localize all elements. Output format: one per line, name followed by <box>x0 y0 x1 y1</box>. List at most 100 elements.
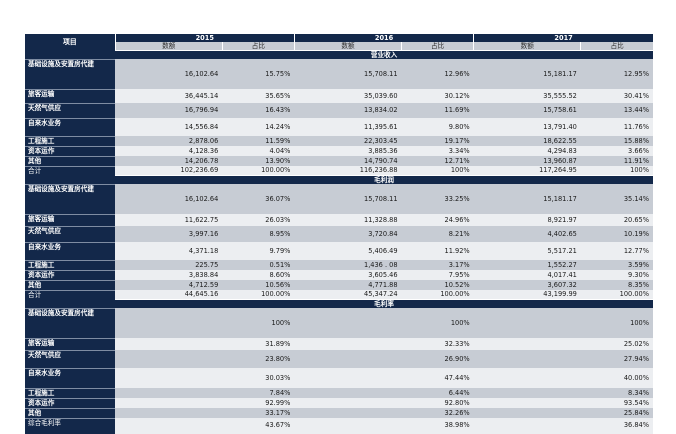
year-header-2017: 2017 <box>473 34 653 42</box>
financial-table: 项目 2015 2016 2017 数额 占比 数额 占比 数额 占比 营业收入… <box>25 34 653 434</box>
value-cell: 2,878.06 <box>115 136 223 146</box>
share-subheader: 占比 <box>401 42 474 51</box>
table-row: 工程施工 225.75 0.51% 1,436 . 08 3.17% 1,552.27 3.… <box>25 259 653 270</box>
value-cell <box>294 308 402 338</box>
share-cell: 92.99% <box>222 398 295 408</box>
row-label: 合计 <box>25 165 116 176</box>
value-cell: 14,206.78 <box>115 156 223 166</box>
table-row: 合计 102,236.69 100.00% 116,236.88 100% 117,264… <box>25 165 653 176</box>
share-cell: 9.80% <box>401 118 474 136</box>
value-cell: 3,607.32 <box>473 280 581 290</box>
value-cell <box>473 408 581 418</box>
share-cell: 32.33% <box>401 338 474 350</box>
row-label: 资本运作 <box>25 397 116 408</box>
value-cell: 44,645.16 <box>115 290 223 300</box>
value-subheader: 数额 <box>473 42 581 51</box>
row-label: 合计 <box>25 289 116 300</box>
share-cell: 11.76% <box>580 118 653 136</box>
value-cell: 3,885.36 <box>294 146 402 156</box>
value-subheader: 数额 <box>293 42 402 51</box>
value-cell: 117,264.95 <box>473 166 581 176</box>
table-row: 工程施工 7.84% 6.44% 8.34% <box>25 387 653 398</box>
value-cell <box>473 398 581 408</box>
value-cell <box>115 338 223 350</box>
row-label: 其他 <box>25 407 116 418</box>
share-cell: 11.59% <box>222 136 295 146</box>
share-cell: 16.43% <box>222 103 295 118</box>
share-cell: 10.19% <box>580 226 653 242</box>
value-cell: 4,371.18 <box>115 242 223 260</box>
share-cell: 47.44% <box>401 368 474 388</box>
value-cell: 13,791.40 <box>473 118 581 136</box>
share-cell: 43.67% <box>222 418 295 434</box>
value-cell: 4,017.41 <box>473 270 581 280</box>
value-cell <box>294 418 402 434</box>
value-cell: 13,960.87 <box>473 156 581 166</box>
row-label: 基础设施及安置房代建 <box>25 183 116 214</box>
share-cell: 8.34% <box>580 388 653 398</box>
table-row: 天然气供应 3,997.16 8.95% 3,720.84 8.21% 4,402.65 1… <box>25 225 653 242</box>
table-row: 资本运作 3,838.84 8.60% 3,605.46 7.95% 4,017.41 9.… <box>25 269 653 280</box>
value-cell: 36,445.14 <box>115 89 223 103</box>
share-cell: 12.95% <box>580 59 653 89</box>
share-cell: 3.59% <box>580 260 653 270</box>
share-cell: 15.88% <box>580 136 653 146</box>
value-cell <box>473 350 581 368</box>
value-cell: 4,712.59 <box>115 280 223 290</box>
value-cell: 16,796.94 <box>115 103 223 118</box>
row-label: 自来水业务 <box>25 241 116 260</box>
share-cell: 25.02% <box>580 338 653 350</box>
row-label: 资本运作 <box>25 269 116 280</box>
share-cell: 23.80% <box>222 350 295 368</box>
year-header-row: 项目 2015 2016 2017 <box>25 34 653 51</box>
share-cell: 36.07% <box>222 184 295 214</box>
value-cell: 3,997.16 <box>115 226 223 242</box>
value-cell: 14,790.74 <box>294 156 402 166</box>
value-cell: 225.75 <box>115 260 223 270</box>
share-cell: 6.44% <box>401 388 474 398</box>
row-label: 资本运作 <box>25 145 116 156</box>
share-subheader: 占比 <box>221 42 295 51</box>
share-cell: 11.69% <box>401 103 474 118</box>
row-label: 天然气供应 <box>25 225 116 242</box>
share-cell: 9.30% <box>580 270 653 280</box>
share-cell: 100.00% <box>580 290 653 300</box>
row-label: 旅客运输 <box>25 337 116 350</box>
value-cell <box>115 368 223 388</box>
table-row: 旅客运输 36,445.14 35.65% 35,039.60 30.12% 35,555… <box>25 88 653 103</box>
table-row: 资本运作 92.99% 92.80% 93.54% <box>25 397 653 408</box>
year-header-2015: 2015 <box>114 34 295 42</box>
value-cell <box>115 388 223 398</box>
table-row: 旅客运输 31.89% 32.33% 25.02% <box>25 337 653 350</box>
value-cell: 1,552.27 <box>473 260 581 270</box>
share-cell: 30.41% <box>580 89 653 103</box>
table-row: 旅客运输 11,622.75 26.03% 11,328.88 24.96% 8,921.… <box>25 213 653 226</box>
value-cell: 45,347.24 <box>294 290 402 300</box>
item-column-header: 项目 <box>25 34 116 51</box>
table-row: 其他 14,206.78 13.90% 14,790.74 12.71% 13,960.8… <box>25 155 653 166</box>
table-row: 基础设施及安置房代建 16,102.64 15.75% 15,708.11 12.96%… <box>25 58 653 89</box>
share-cell: 26.90% <box>401 350 474 368</box>
row-label: 天然气供应 <box>25 102 116 118</box>
share-cell: 20.65% <box>580 214 653 226</box>
section-header-row: 毛利润 <box>25 175 653 184</box>
share-cell: 31.89% <box>222 338 295 350</box>
share-cell: 12.71% <box>401 156 474 166</box>
section-title: 毛利润 <box>115 175 653 184</box>
value-cell <box>115 308 223 338</box>
share-cell: 12.96% <box>401 59 474 89</box>
share-cell: 14.24% <box>222 118 295 136</box>
table-row: 自来水业务 14,556.84 14.24% 11,395.61 9.80% 13,791… <box>25 117 653 136</box>
value-cell: 13,834.02 <box>294 103 402 118</box>
share-cell: 25.84% <box>580 408 653 418</box>
share-cell: 11.92% <box>401 242 474 260</box>
table-row: 基础设施及安置房代建 100% 100% 100% <box>25 307 653 338</box>
share-cell: 9.79% <box>222 242 295 260</box>
table-row: 自来水业务 4,371.18 9.79% 5,406.49 11.92% 5,517.21… <box>25 241 653 260</box>
share-cell: 4.04% <box>222 146 295 156</box>
share-cell: 35.14% <box>580 184 653 214</box>
share-cell: 3.34% <box>401 146 474 156</box>
value-cell: 3,838.84 <box>115 270 223 280</box>
share-cell: 100.00% <box>222 290 295 300</box>
row-label: 基础设施及安置房代建 <box>25 58 116 89</box>
